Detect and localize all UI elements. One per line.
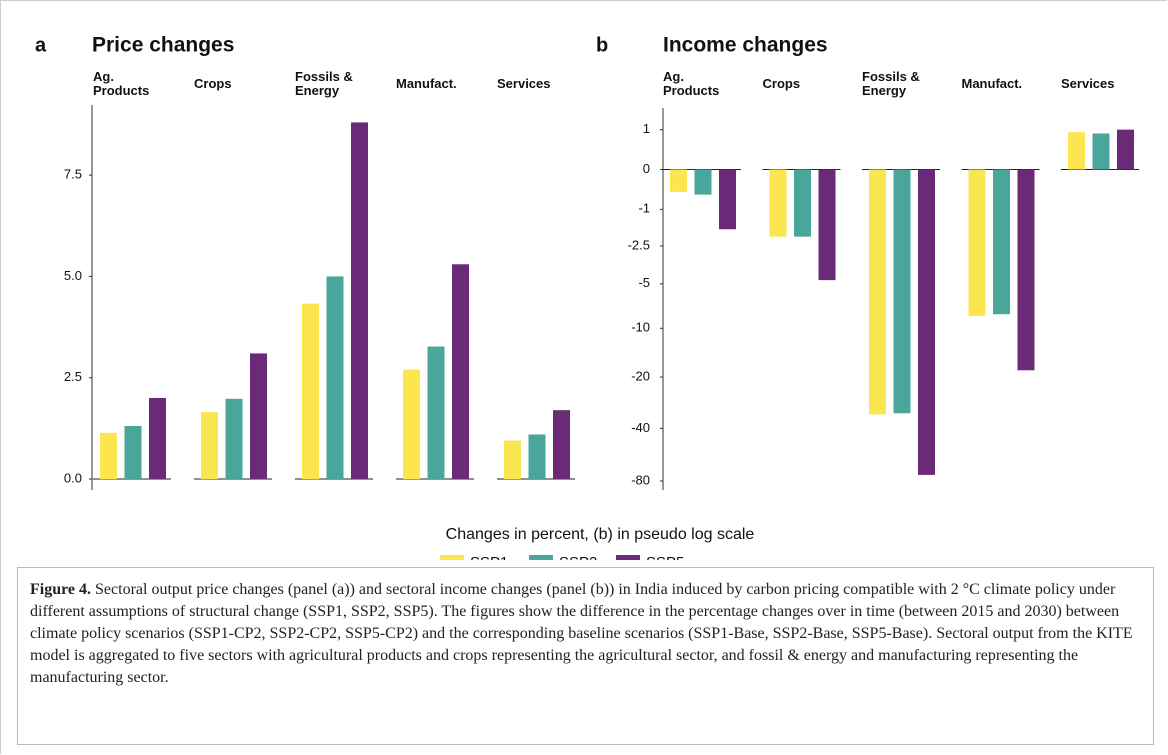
y-tick-label: 0 <box>643 161 650 176</box>
y-tick-label: 7.5 <box>64 167 82 182</box>
bar <box>403 369 420 480</box>
chart: Changes in percent, (b) in pseudo log sc… <box>35 34 1139 560</box>
bar <box>794 169 811 237</box>
bar <box>528 434 546 480</box>
panel-title: Income changes <box>663 34 828 57</box>
series <box>100 303 521 480</box>
y-tick-label: 5.0 <box>64 268 82 283</box>
facet-label: Ag. Products <box>663 69 720 98</box>
bar <box>124 425 142 480</box>
y-tick-label: -20 <box>631 369 650 384</box>
facet-label: Fossils & Energy <box>862 69 920 98</box>
bar <box>250 353 267 480</box>
series <box>149 122 570 480</box>
bar <box>993 169 1010 315</box>
legend-swatch <box>616 555 640 560</box>
bar <box>1068 132 1085 170</box>
bar <box>149 398 166 480</box>
y-tick-label: 2.5 <box>64 369 82 384</box>
bar <box>504 440 521 480</box>
legend-swatch <box>529 555 553 560</box>
series <box>694 133 1110 414</box>
y-tick-label: -2.5 <box>628 237 650 252</box>
caption-text: Sectoral output price changes (panel (a)… <box>30 581 1133 686</box>
bar <box>670 169 687 192</box>
bar <box>869 169 886 415</box>
facet-label: Crops <box>194 76 232 91</box>
bar <box>302 303 319 480</box>
y-tick-label: -1 <box>638 201 650 216</box>
bar <box>968 169 986 316</box>
facet-label: Crops <box>762 76 801 91</box>
panel-letter: b <box>596 34 608 56</box>
bar <box>893 169 911 414</box>
bar <box>427 346 445 480</box>
bar <box>694 169 712 195</box>
y-tick-label: -80 <box>631 472 650 487</box>
y-tick-label: -5 <box>638 275 650 290</box>
series <box>124 276 546 480</box>
bar <box>326 276 344 480</box>
bar <box>553 410 570 480</box>
facet-label: Services <box>1061 76 1115 91</box>
bar <box>769 169 787 237</box>
panel-title: Price changes <box>92 34 234 57</box>
y-tick-label: 1 <box>643 121 650 136</box>
caption: Figure 4. Sectoral output price changes … <box>17 567 1154 745</box>
legend-swatch <box>440 555 464 560</box>
x-axis-label: Changes in percent, (b) in pseudo log sc… <box>446 526 755 543</box>
bar <box>1117 129 1134 170</box>
bar <box>1017 169 1035 371</box>
caption-label: Figure 4. <box>30 581 92 598</box>
bar <box>918 169 935 475</box>
bar <box>201 412 218 480</box>
legend-label: SSP1 <box>470 554 508 560</box>
bar <box>351 122 368 480</box>
legend-label: SSP5 <box>646 554 684 560</box>
series <box>719 129 1134 475</box>
bar <box>452 264 469 480</box>
legend-label: SSP2 <box>559 554 597 560</box>
facet-label: Ag. Products <box>93 69 150 98</box>
bar <box>818 169 836 281</box>
y-tick-label: -40 <box>631 420 650 435</box>
bar <box>719 169 736 230</box>
bar <box>1092 133 1110 170</box>
facet-label: Manufact. <box>961 76 1023 91</box>
series <box>670 132 1085 415</box>
y-tick-label: -10 <box>631 320 650 335</box>
facet-label: Fossils & Energy <box>295 69 353 98</box>
bar <box>100 432 117 480</box>
bar <box>225 398 243 480</box>
y-tick-label: 0.0 <box>64 470 82 485</box>
facet-label: Services <box>497 76 551 91</box>
panel-letter: a <box>35 34 47 56</box>
facet-label: Manufact. <box>396 76 457 91</box>
